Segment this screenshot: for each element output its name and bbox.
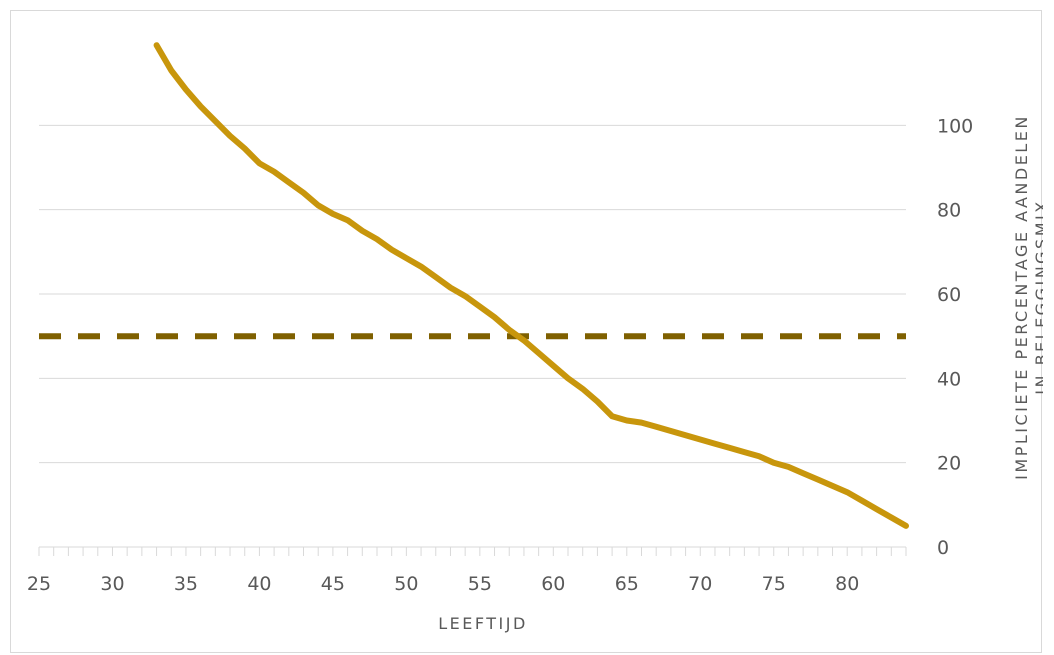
chart-frame: 25 30 35 40 45 50 55 60 65 70 75 80 0 20 40 60 80 100 LE… [10,10,1043,653]
x-tick-label-75: 75 [762,573,786,595]
x-axis-title: LEEFTIJD [438,614,528,633]
series-line-0 [153,42,909,529]
y-tick-label-20: 20 [937,453,961,475]
y-tick-label-100: 100 [937,115,973,137]
x-tick-label-50: 50 [394,573,418,595]
x-tick-label-30: 30 [100,573,124,595]
line-chart: 25 30 35 40 45 50 55 60 65 70 75 80 0 20 40 60 80 100 LE… [27,42,1043,633]
y-axis: 0 20 40 60 80 100 [937,115,973,559]
x-tick-label-55: 55 [468,573,492,595]
x-tick-label-40: 40 [247,573,271,595]
x-tick-label-70: 70 [688,573,712,595]
y-tick-label-40: 40 [937,368,961,390]
x-tick-label-80: 80 [835,573,859,595]
gridlines [39,124,906,464]
x-tick-label-35: 35 [174,573,198,595]
y-tick-label-60: 60 [937,284,961,306]
y-axis-title-line-2: IN BELEGGINGSMIX [1032,199,1043,394]
series-group [153,42,909,529]
x-tick-label-25: 25 [27,573,51,595]
x-tick-label-45: 45 [321,573,345,595]
y-tick-label-80: 80 [937,200,961,222]
x-tick-label-65: 65 [615,573,639,595]
x-tick-label-60: 60 [541,573,565,595]
y-tick-label-0: 0 [937,537,949,559]
y-axis-title-line-1: IMPLICIETE PERCENTAGE AANDELEN [1012,114,1031,480]
x-axis: 25 30 35 40 45 50 55 60 65 70 75 80 [27,546,907,595]
